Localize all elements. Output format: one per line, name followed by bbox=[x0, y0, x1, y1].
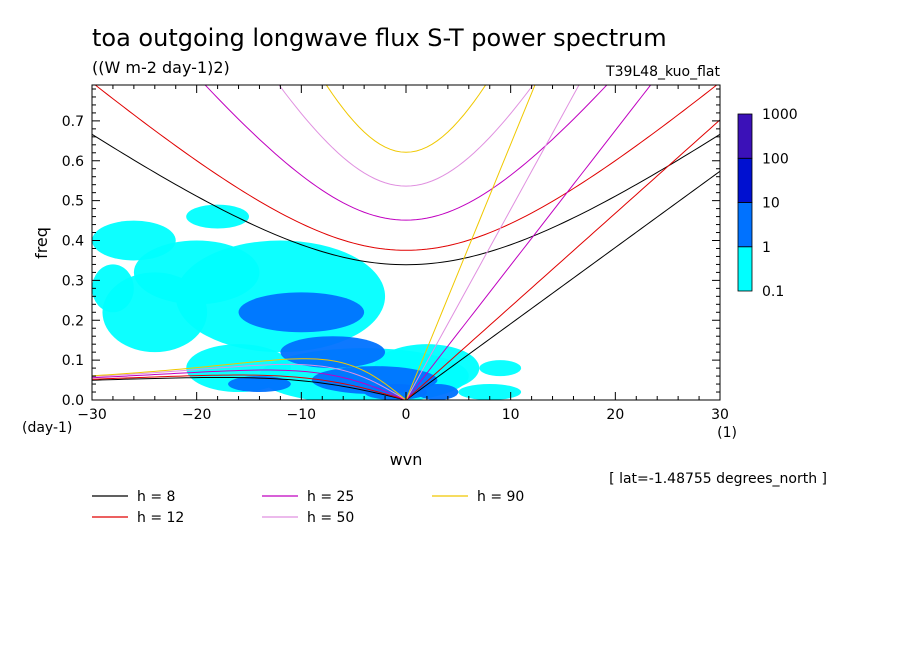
y-tick-label: 0.2 bbox=[62, 313, 84, 329]
colorbar-label: 1 bbox=[762, 240, 771, 256]
chart-title: toa outgoing longwave flux S-T power spe… bbox=[92, 24, 667, 52]
axis-ticks: −30 −20 −10 0 10 20 30 0.0 0.1 0.2 0.3 0.4 0.5 0.6 0.7 bbox=[62, 85, 729, 423]
legend: h = 8 h = 12 h = 25 h = 50 h = 90 bbox=[92, 489, 524, 526]
kelvin-wave-curve-h25 bbox=[405, 85, 652, 400]
rossby-wave-curve-h12 bbox=[92, 374, 407, 400]
y-tick-label: 0.7 bbox=[62, 114, 84, 130]
y-tick-label: 0.6 bbox=[62, 154, 84, 170]
gravity-wave-curve-h8 bbox=[92, 133, 720, 266]
y-tick-label: 0.0 bbox=[62, 393, 84, 409]
kelvin-wave-curve-h50 bbox=[405, 85, 580, 400]
dispersion-curves bbox=[92, 85, 720, 400]
colorbar-swatch-0 bbox=[737, 246, 753, 292]
power-blob-14 bbox=[280, 336, 386, 369]
kelvin-wave-curve-h90 bbox=[405, 85, 536, 400]
colorbar-swatch-1 bbox=[737, 202, 753, 248]
colorbar-swatch-3 bbox=[737, 113, 753, 159]
y-tick-label: 0.3 bbox=[62, 273, 84, 289]
x-tick-label: −20 bbox=[182, 407, 212, 423]
power-blob-4 bbox=[92, 220, 176, 261]
colorbar-swatch-2 bbox=[737, 157, 753, 203]
colorbar-label: 0.1 bbox=[762, 284, 784, 300]
legend-label-h90: h = 90 bbox=[477, 489, 524, 505]
y-axis-unit: (day-1) bbox=[22, 420, 72, 436]
x-tick-label: 30 bbox=[711, 407, 729, 423]
power-field bbox=[92, 204, 522, 400]
y-tick-label: 0.4 bbox=[62, 234, 84, 250]
gravity-wave-curve-h12 bbox=[94, 85, 718, 251]
colorbar-label: 1000 bbox=[762, 107, 798, 123]
power-blob-13 bbox=[238, 292, 365, 333]
x-tick-label: 0 bbox=[402, 407, 411, 423]
rossby-wave-curve-h50 bbox=[92, 363, 407, 400]
kelvin-wave-curve-h8 bbox=[405, 170, 720, 400]
kelvin-wave-curve-h12 bbox=[405, 119, 720, 400]
x-tick-label: 10 bbox=[502, 407, 520, 423]
x-tick-label: 20 bbox=[606, 407, 624, 423]
power-blob-5 bbox=[186, 204, 250, 229]
run-label: T39L48_kuo_flat bbox=[605, 64, 720, 80]
power-blob-8 bbox=[458, 384, 522, 400]
power-blob-10 bbox=[92, 264, 134, 313]
gravity-wave-curve-h25 bbox=[204, 85, 608, 221]
colorbar-label: 10 bbox=[762, 196, 780, 212]
colorbar-label: 100 bbox=[762, 151, 789, 167]
y-tick-label: 0.1 bbox=[62, 353, 84, 369]
legend-label-h8: h = 8 bbox=[137, 489, 175, 505]
chart-subtitle: ((W m-2 day-1)2) bbox=[92, 58, 230, 77]
legend-label-h12: h = 12 bbox=[137, 510, 184, 526]
x-axis-unit: (1) bbox=[717, 425, 737, 441]
legend-label-h50: h = 50 bbox=[307, 510, 354, 526]
gravity-wave-curve-h90 bbox=[325, 85, 487, 153]
rossby-wave-curve-h8 bbox=[92, 376, 407, 400]
legend-label-h25: h = 25 bbox=[307, 489, 354, 505]
y-tick-label: 0.5 bbox=[62, 194, 84, 210]
power-blob-7 bbox=[479, 360, 522, 377]
colorbar: 0.1 1 10 100 1000 bbox=[737, 107, 798, 300]
x-tick-label: −30 bbox=[77, 407, 107, 423]
x-tick-label: −10 bbox=[287, 407, 317, 423]
y-axis-label: freq bbox=[32, 227, 51, 259]
gravity-wave-curve-h50 bbox=[278, 85, 534, 187]
latitude-annotation: [ lat=-1.48755 degrees_north ] bbox=[609, 471, 827, 487]
power-blob-16 bbox=[416, 384, 459, 400]
rossby-wave-curve-h25 bbox=[92, 369, 407, 400]
x-axis-label: wvn bbox=[390, 450, 423, 469]
rossby-wave-curve-h90 bbox=[92, 358, 407, 400]
power-blob-15 bbox=[228, 376, 291, 393]
